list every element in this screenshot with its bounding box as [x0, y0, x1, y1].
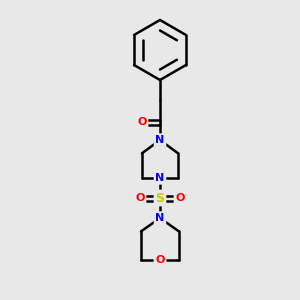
Text: O: O [155, 255, 165, 265]
Text: N: N [155, 213, 165, 223]
Text: O: O [137, 117, 147, 127]
Text: O: O [135, 193, 145, 203]
Text: O: O [175, 193, 185, 203]
Text: N: N [155, 135, 165, 145]
Text: S: S [155, 191, 164, 205]
Text: N: N [155, 173, 165, 183]
